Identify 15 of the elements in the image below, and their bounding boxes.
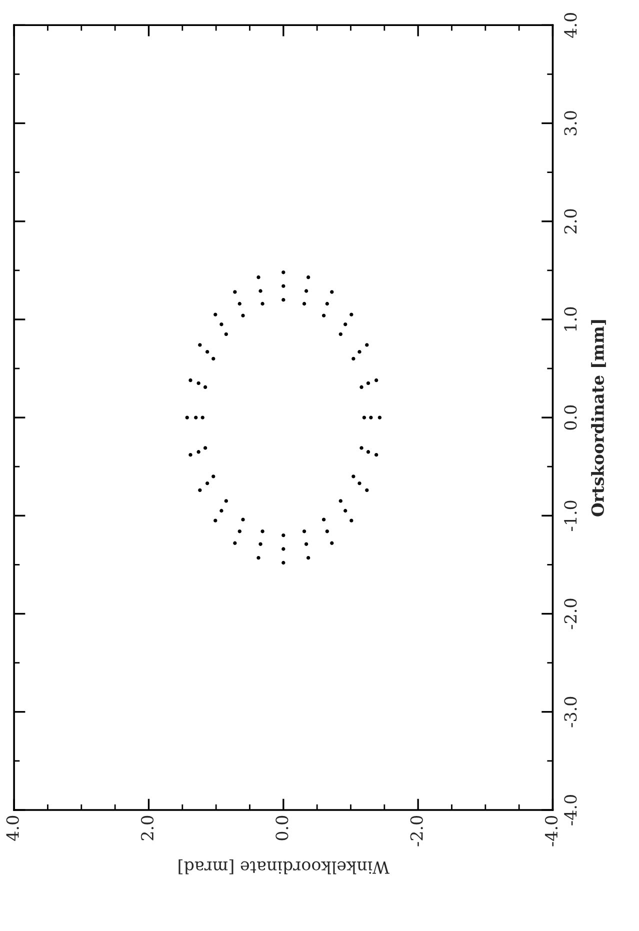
y-tick-label: 1.0 [564,307,577,331]
y-axis-title: Ortskoordinate [mm] [591,320,606,516]
x-tick-label: 2.0 [140,816,154,840]
y-tick-label: 0.0 [564,405,577,430]
y-tick-label: 3.0 [564,111,577,136]
y-tick-label: -3.0 [564,696,577,728]
x-tick-label: -4.0 [544,816,558,846]
y-tick-label: -2.0 [564,598,577,630]
y-tick-label: -1.0 [564,500,577,531]
x-tick-label: 0.0 [276,816,288,840]
y-tick-label: 2.0 [564,209,577,234]
y-tick-label: 4.0 [564,12,577,38]
x-axis-title: Winkelkoordinate [mrad] [178,859,390,874]
x-tick-label: -2.0 [410,816,423,846]
x-tick-label: 4.0 [6,816,19,841]
